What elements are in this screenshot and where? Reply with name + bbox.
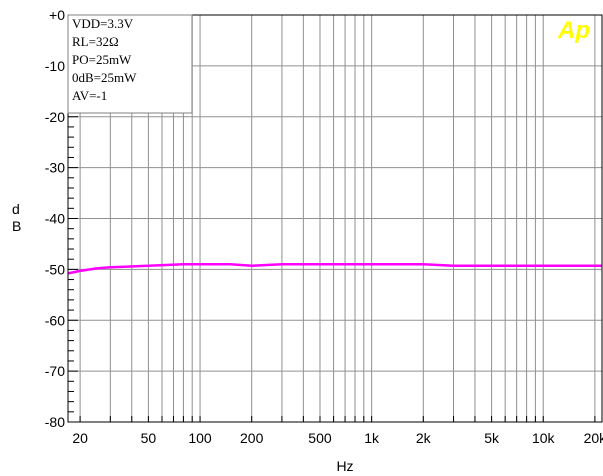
x-tick-label: 2k [416,430,432,446]
y-tick-label: -70 [45,363,65,379]
y-tick-label: -30 [45,160,65,176]
x-tick-label: 20k [584,430,603,446]
x-tick-label: 50 [141,430,157,446]
annotation-line-2: RL=32Ω [72,34,119,49]
ap-logo: Ap [557,17,590,44]
x-tick-label: 100 [188,430,212,446]
series-layer [67,263,602,275]
x-tick-label: 20 [72,430,88,446]
y-tick-label: -20 [45,109,65,125]
series-line [67,263,602,275]
x-axis-label: Hz [336,458,353,474]
x-tick-label: 200 [240,430,264,446]
x-tick-label: 5k [484,430,500,446]
annotation-line-1: VDD=3.3V [72,16,134,31]
x-tick-label: 1k [364,430,380,446]
annotation-line-3: PO=25mW [72,52,132,67]
y-tick-label: -10 [45,58,65,74]
x-tick-label: 10k [532,430,556,446]
annotation-line-5: AV=-1 [72,88,107,103]
y-axis-ticks: +0 -10 -20 -30 -40 -50 -60 -70 -80 [45,7,78,430]
y-tick-label: -60 [45,312,65,328]
annotation-box-frame [67,14,193,114]
y-tick-label: +0 [49,7,65,23]
y-tick-label: -50 [45,261,65,277]
y-tick-label: -80 [45,414,65,430]
y-tick-label: -40 [45,211,65,227]
y-axis-label-line-1: d [12,201,20,217]
y-axis-label-line-2: B [12,218,21,234]
annotation-line-4: 0dB=25mW [72,70,137,85]
x-tick-label: 500 [308,430,332,446]
annotation-box: VDD=3.3V RL=32Ω PO=25mW 0dB=25mW AV=-1 [67,14,193,114]
x-axis-ticks: 20 50 100 200 500 1k 2k 5k 10k 20k [72,416,603,446]
